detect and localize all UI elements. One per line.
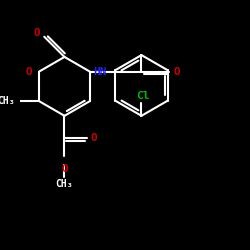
Text: O: O: [174, 67, 181, 77]
Text: Cl: Cl: [136, 90, 149, 101]
Text: O: O: [90, 133, 97, 143]
Text: O: O: [61, 164, 68, 174]
Text: O: O: [26, 67, 32, 77]
Text: HN: HN: [93, 67, 106, 77]
Text: O: O: [34, 28, 40, 38]
Text: CH₃: CH₃: [0, 96, 15, 106]
Text: CH₃: CH₃: [56, 179, 73, 189]
